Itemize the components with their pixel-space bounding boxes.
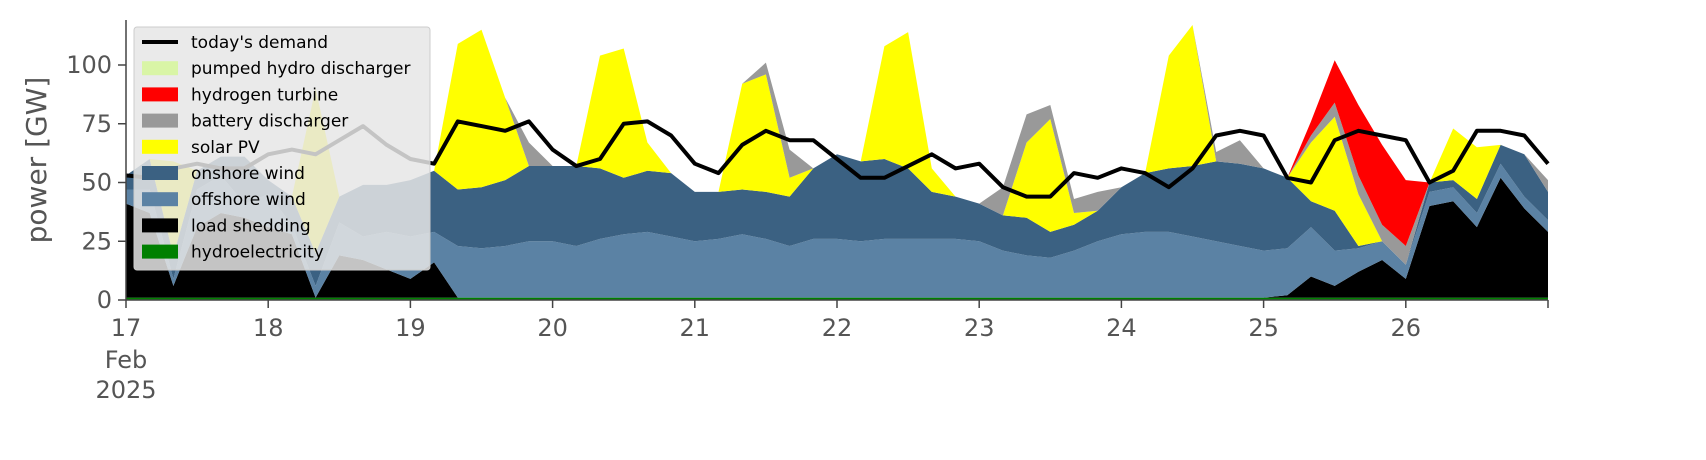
y-tick-label: 25 [81,227,112,255]
y-tick-label: 0 [97,286,112,314]
legend-label: today's demand [191,33,328,53]
legend: today's demand pumped hydro discharger hyd… [133,26,431,271]
area-offshore-wind [126,163,1548,298]
legend-swatch [142,166,178,180]
x-tick-sublabel: 2025 [95,376,156,404]
area-load-shedding [126,177,1548,298]
legend-label: hydrogen turbine [191,85,338,105]
legend-label: onshore wind [191,164,305,184]
legend-swatch [142,218,178,233]
x-tick-label: 24 [1106,314,1137,342]
legend-label: battery discharger [191,112,348,132]
area-onshore-wind [126,144,1548,286]
legend-label: solar PV [191,138,260,158]
y-tick-label: 75 [81,110,112,138]
legend-label: pumped hydro discharger [191,59,410,79]
y-axis-label: power [GW] [20,77,53,244]
legend-swatch [142,244,178,259]
x-tick-label: 25 [1248,314,1279,342]
x-tick-label: 18 [253,314,284,342]
legend-swatch [142,113,178,128]
legend-label: hydroelectricity [191,243,324,263]
x-tick-label: 17 [111,314,142,342]
area-hydrogen-turbine [126,25,1548,246]
legend-swatch [142,192,178,207]
x-tick-label: 22 [822,314,853,342]
area-solar-PV [126,25,1548,265]
legend-swatch [142,139,178,154]
y-tick-label: 100 [66,51,112,79]
legend-swatch [142,87,178,102]
legend-swatch [142,61,178,76]
x-tick-sublabel: Feb [105,346,148,374]
x-tick-label: 20 [537,314,568,342]
legend-label: offshore wind [191,190,306,210]
area-layers [126,25,1548,300]
x-tick-label: 21 [680,314,711,342]
y-tick-label: 50 [81,169,112,197]
legend-label: load shedding [191,216,311,236]
x-tick-label: 19 [395,314,426,342]
x-tick-label: 23 [964,314,995,342]
x-tick-label: 26 [1391,314,1422,342]
legend-box [133,26,431,271]
